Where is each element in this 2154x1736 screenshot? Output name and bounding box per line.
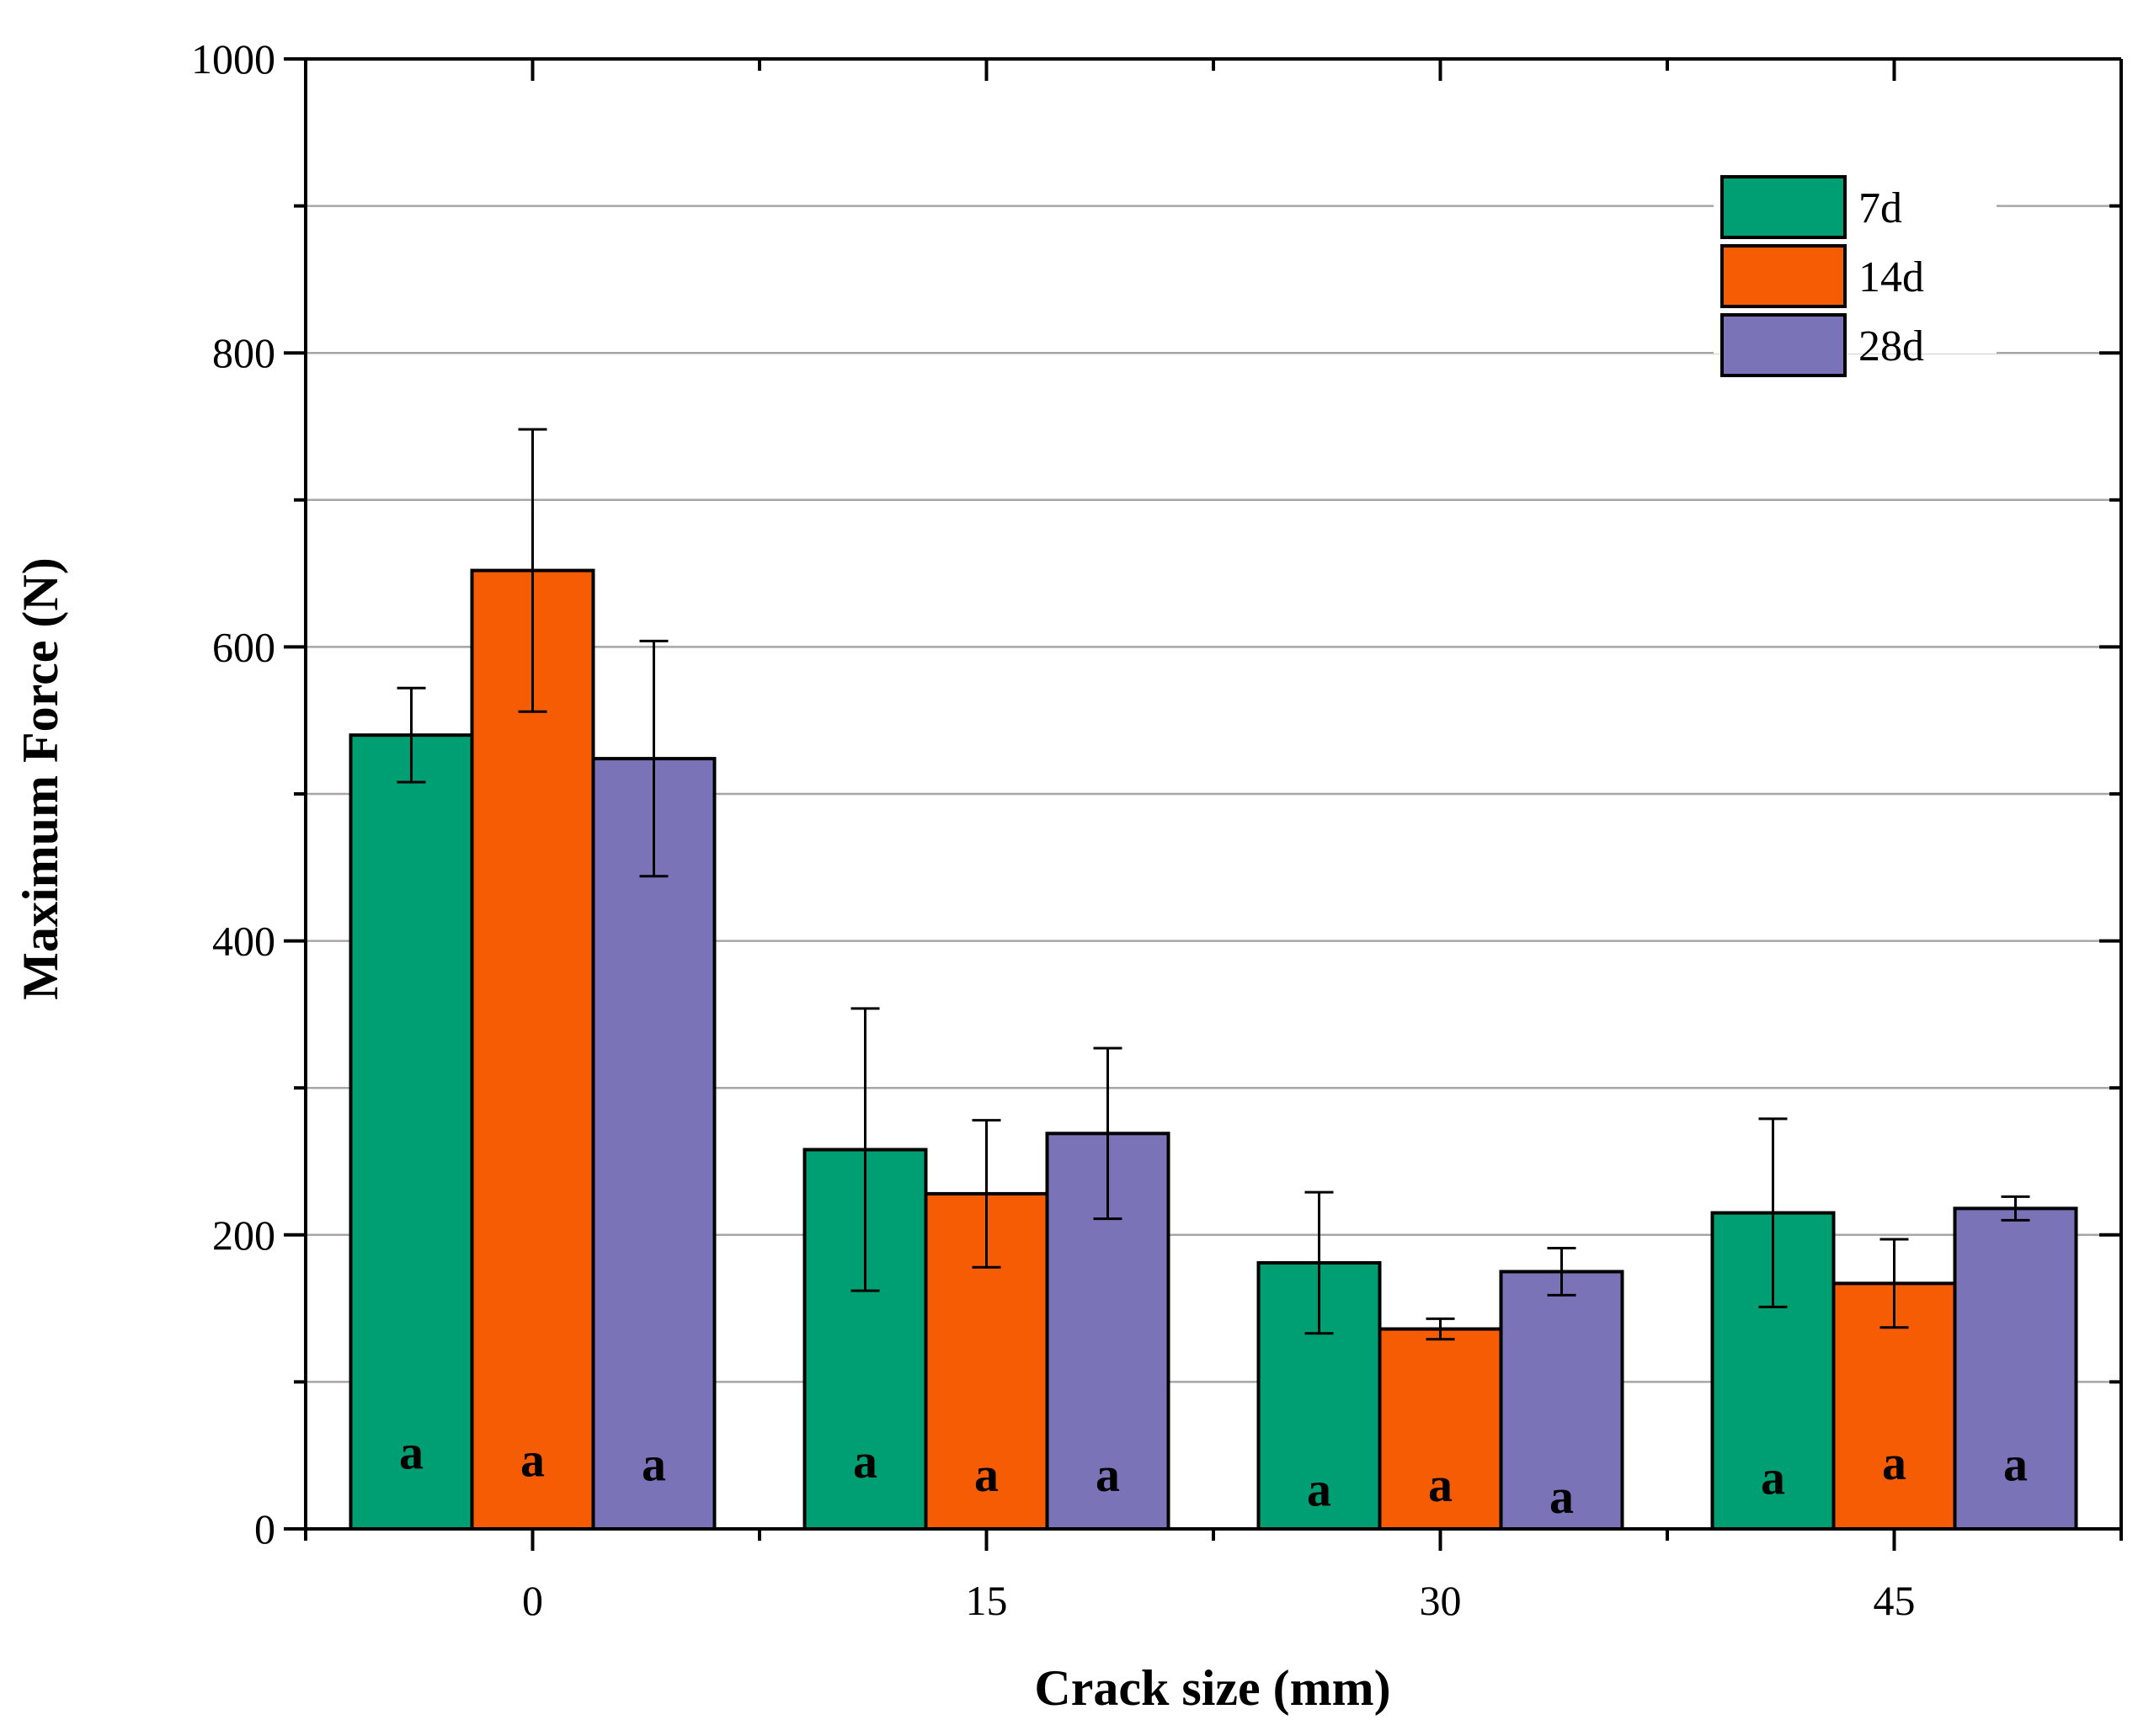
- bar-14d-0: [470, 568, 595, 1531]
- error-bar-7d-45: [1758, 1117, 1788, 1308]
- x-tick-label: 0: [522, 1577, 543, 1624]
- significance-label: a: [642, 1437, 666, 1492]
- error-bar-28d-15: [1093, 1046, 1122, 1221]
- significance-label: a: [1761, 1450, 1785, 1504]
- significance-label: a: [974, 1447, 999, 1502]
- legend-label: 14d: [1858, 253, 1924, 301]
- bar-7d-0: [349, 733, 474, 1531]
- error-bar-14d-45: [1879, 1238, 1909, 1329]
- error-bar-28d-30: [1547, 1247, 1576, 1297]
- error-bars: [397, 428, 2030, 1341]
- legend: 7d 14d 28d: [1714, 175, 1997, 377]
- significance-labels: a aa aa a a aa a aa: [399, 1425, 2028, 1524]
- error-bar-28d-45: [2001, 1195, 2030, 1222]
- legend-swatch: [1720, 175, 1847, 239]
- error-bar-14d-15: [972, 1119, 1001, 1269]
- legend-entry-14d: 14d: [1714, 244, 1997, 308]
- legend-entry-7d: 7d: [1714, 175, 1997, 239]
- x-tick-label: 30: [1420, 1577, 1462, 1624]
- bar-28d-30: [1499, 1270, 1624, 1531]
- y-tick-label: 1000: [191, 35, 275, 83]
- bars: [349, 568, 2078, 1531]
- y-tick-label: 200: [212, 1211, 275, 1259]
- x-tick-label: 45: [1874, 1577, 1916, 1624]
- error-bar-7d-30: [1304, 1190, 1334, 1335]
- error-bar-28d-0: [639, 639, 669, 878]
- significance-label: a: [520, 1432, 545, 1487]
- legend-label: 7d: [1858, 184, 1902, 232]
- error-bar-7d-15: [850, 1007, 880, 1292]
- y-tick-label: 400: [212, 918, 275, 965]
- significance-label: a: [853, 1434, 877, 1488]
- legend-label: 28d: [1858, 322, 1924, 370]
- y-tick-label: 800: [212, 329, 275, 376]
- error-bar-7d-0: [397, 686, 426, 784]
- legend-entry-28d: 28d: [1714, 313, 1997, 377]
- ticks: 0 200 400 600 800 1000 0 15 30 45: [191, 35, 2123, 1624]
- significance-label: a: [1882, 1435, 1906, 1490]
- bar-14d-30: [1378, 1327, 1503, 1531]
- significance-label: a: [1549, 1469, 1574, 1524]
- significance-label: a: [1096, 1447, 1120, 1502]
- significance-label: a: [1307, 1462, 1331, 1516]
- y-axis-title: Maximum Force (N): [13, 557, 68, 999]
- error-bar-14d-30: [1426, 1317, 1455, 1341]
- x-tick-label: 15: [966, 1577, 1008, 1624]
- bar-28d-45: [1953, 1206, 2078, 1531]
- legend-swatch: [1720, 313, 1847, 377]
- y-tick-label: 0: [254, 1505, 275, 1552]
- significance-label: a: [399, 1425, 424, 1480]
- x-axis-title: Crack size (mm): [1034, 1660, 1390, 1716]
- y-tick-label: 600: [212, 623, 275, 670]
- significance-label: a: [1428, 1457, 1453, 1512]
- legend-swatch: [1720, 244, 1847, 308]
- error-bar-14d-0: [518, 428, 547, 713]
- significance-label: a: [2003, 1437, 2028, 1492]
